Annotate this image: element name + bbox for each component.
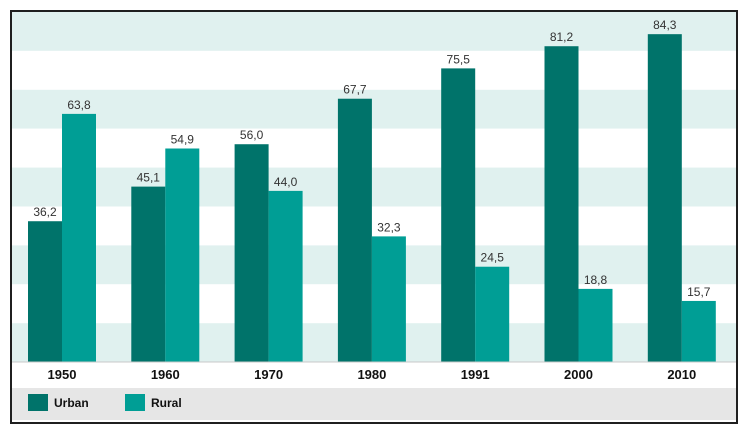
grid-band <box>12 12 736 51</box>
bar-rural-1991 <box>475 266 510 362</box>
legend-background <box>12 388 736 420</box>
bar-urban-1991 <box>441 68 476 362</box>
data-label-rural-1991: 24,5 <box>481 251 505 265</box>
grid-band <box>12 128 736 168</box>
x-tick-2010: 2010 <box>667 367 696 382</box>
data-label-rural-2000: 18,8 <box>584 273 608 287</box>
x-tick-1991: 1991 <box>461 367 490 382</box>
data-label-rural-1970: 44,0 <box>274 175 298 189</box>
bar-rural-1980 <box>371 236 406 362</box>
legend-swatch-urban <box>28 394 48 411</box>
x-tick-1970: 1970 <box>254 367 283 382</box>
bar-rural-2000 <box>578 288 613 362</box>
data-label-rural-1950: 63,8 <box>67 98 91 112</box>
data-label-urban-2010: 84,3 <box>653 18 677 32</box>
bar-urban-1980 <box>337 98 372 362</box>
bar-rural-1950 <box>62 113 96 362</box>
bar-urban-1950 <box>28 221 62 362</box>
data-label-rural-1980: 32,3 <box>377 220 401 234</box>
bar-urban-1960 <box>131 186 166 362</box>
bar-rural-1960 <box>165 148 200 362</box>
data-label-rural-2010: 15,7 <box>687 285 711 299</box>
data-label-urban-2000: 81,2 <box>550 30 574 44</box>
grid-band <box>12 50 736 90</box>
data-label-urban-1950: 36,2 <box>33 205 57 219</box>
grid-band <box>12 167 736 207</box>
x-tick-1960: 1960 <box>151 367 180 382</box>
bar-rural-1970 <box>268 190 303 362</box>
x-tick-1980: 1980 <box>357 367 386 382</box>
data-label-urban-1960: 45,1 <box>137 171 161 185</box>
bar-urban-1970 <box>234 144 269 362</box>
data-label-rural-1960: 54,9 <box>171 133 195 147</box>
data-label-urban-1970: 56,0 <box>240 128 264 142</box>
bar-urban-2000 <box>544 46 579 362</box>
bar-chart: 36,2 63,8 1950 45,1 54,9 1960 56,0 44,0 1970 67,7… <box>12 12 736 420</box>
x-tick-2000: 2000 <box>564 367 593 382</box>
bar-rural-2010 <box>681 300 716 362</box>
grid-band <box>12 89 736 129</box>
legend-label-urban: Urban <box>54 396 89 410</box>
data-label-urban-1991: 75,5 <box>447 52 471 66</box>
data-label-urban-1980: 67,7 <box>343 83 367 97</box>
bar-urban-2010 <box>647 34 682 363</box>
x-tick-1950: 1950 <box>48 367 77 382</box>
legend-label-rural: Rural <box>151 396 182 410</box>
chart-frame: 36,2 63,8 1950 45,1 54,9 1960 56,0 44,0 1970 67,7… <box>10 10 738 424</box>
legend-swatch-rural <box>125 394 145 411</box>
